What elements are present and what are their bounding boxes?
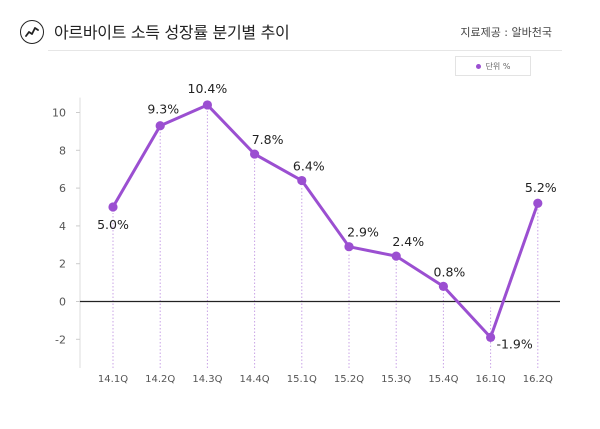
- data-point: [533, 198, 543, 208]
- x-tick-label: 16.1Q: [476, 374, 506, 385]
- data-label: -1.9%: [496, 336, 532, 351]
- x-tick-label: 15.1Q: [287, 374, 317, 385]
- x-tick-label: 14.3Q: [192, 374, 222, 385]
- data-label: 0.8%: [434, 264, 466, 279]
- trend-line-icon: [20, 20, 44, 44]
- legend-marker: [475, 63, 481, 69]
- source-credit: 지료제공 : 알바천국: [460, 26, 552, 39]
- header-divider: [48, 50, 562, 51]
- x-tick-label: 14.2Q: [145, 374, 175, 385]
- data-point: [391, 251, 401, 261]
- y-tick-label: 6: [59, 182, 66, 195]
- data-label: 10.4%: [188, 81, 228, 96]
- data-label: 5.2%: [525, 180, 557, 195]
- data-label: 7.8%: [252, 132, 284, 147]
- data-label: 2.9%: [347, 225, 379, 240]
- data-label: 6.4%: [293, 159, 325, 174]
- data-label: 2.4%: [392, 234, 424, 249]
- x-tick-label: 15.3Q: [381, 374, 411, 385]
- data-point: [155, 121, 165, 131]
- legend: 단위 %: [455, 56, 531, 76]
- data-label: 5.0%: [97, 217, 129, 232]
- y-tick-label: 4: [59, 220, 66, 233]
- x-tick-label: 15.4Q: [428, 374, 458, 385]
- y-tick-label: 8: [59, 144, 66, 157]
- chart-title: 아르바이트 소득 성장률 분기별 추이: [54, 23, 290, 42]
- x-tick-label: 15.2Q: [334, 374, 364, 385]
- x-tick-label: 14.4Q: [240, 374, 270, 385]
- y-tick-label: -2: [55, 333, 66, 346]
- y-tick-label: 0: [59, 296, 66, 309]
- series-line: [111, 103, 540, 339]
- y-tick-label: 2: [59, 258, 66, 271]
- x-tick-label: 14.1Q: [98, 374, 128, 385]
- data-point: [438, 281, 448, 291]
- x-tick-label: 16.2Q: [523, 374, 553, 385]
- data-point: [250, 149, 260, 159]
- data-point: [108, 202, 118, 212]
- data-point: [202, 100, 212, 110]
- data-point: [297, 175, 307, 186]
- data-point: [486, 332, 496, 343]
- data-label: 9.3%: [147, 102, 179, 117]
- y-tick-label: 10: [52, 107, 66, 120]
- data-point: [344, 242, 354, 252]
- legend-label: 단위 %: [485, 61, 511, 71]
